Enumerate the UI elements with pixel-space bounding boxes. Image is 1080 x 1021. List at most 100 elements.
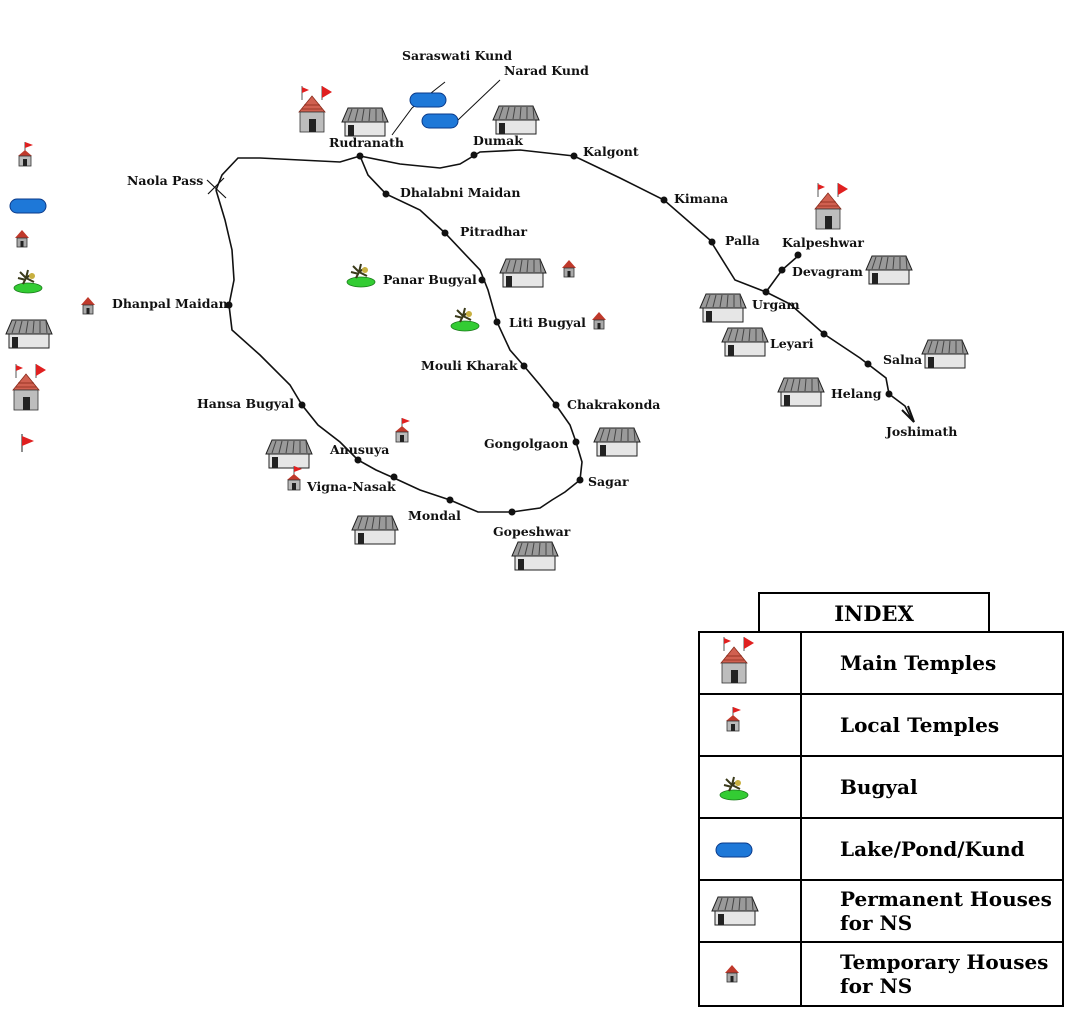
trek-routes bbox=[206, 79, 915, 513]
local-temple-icon bbox=[725, 706, 742, 732]
label-mouli-kharak: Mouli Kharak bbox=[421, 358, 518, 373]
local-temple-icon bbox=[17, 141, 34, 167]
lake-icon bbox=[715, 842, 753, 858]
stop-chakrakonda bbox=[552, 401, 560, 409]
temporary-house-icon bbox=[561, 259, 577, 278]
index-label-main-temples: Main Temples bbox=[840, 651, 997, 675]
stop-mouli-kharak bbox=[520, 362, 528, 370]
bugyal-icon bbox=[450, 307, 480, 332]
bugyal-icon bbox=[13, 269, 43, 294]
stop-kalpeshwar bbox=[794, 251, 802, 259]
stop-rudranath bbox=[356, 152, 364, 160]
temporary-house-icon bbox=[14, 229, 30, 248]
label-salna: Salna bbox=[883, 352, 922, 367]
label-palla: Palla bbox=[725, 233, 760, 248]
flag-icon bbox=[21, 433, 35, 453]
index-row-temporary-houses: Temporary Houses for NS bbox=[700, 943, 1062, 1005]
label-liti-bugyal: Liti Bugyal bbox=[509, 315, 586, 330]
route-arrow-saraswati bbox=[391, 81, 446, 136]
permanent-house-icon bbox=[341, 107, 389, 137]
route-pass-marker bbox=[206, 177, 227, 199]
lake-icon bbox=[421, 113, 459, 129]
label-joshimath: Joshimath bbox=[885, 424, 957, 439]
index-row-main-temples: Main Temples bbox=[700, 633, 1062, 695]
stop-pitradhar bbox=[441, 229, 449, 237]
local-temple-icon bbox=[394, 417, 411, 443]
permanent-house-icon bbox=[5, 319, 53, 349]
index-title: INDEX bbox=[758, 592, 990, 632]
place-labels: Saraswati Kund Narad Kund Rudranath Duma… bbox=[112, 48, 957, 539]
label-hansa-bugyal: Hansa Bugyal bbox=[197, 396, 294, 411]
temporary-house-icon bbox=[591, 311, 607, 330]
label-dumak: Dumak bbox=[473, 133, 523, 148]
stop-dhalabni-maidan bbox=[382, 190, 390, 198]
permanent-house-icon bbox=[721, 327, 769, 357]
label-gopeshwar: Gopeshwar bbox=[493, 524, 571, 539]
index-row-local-temples: Local Temples bbox=[700, 695, 1062, 757]
index-legend: Main Temples Local Temples Bugyal Lake/P… bbox=[698, 631, 1064, 1007]
route-rudranath-naola-pass bbox=[215, 155, 361, 191]
lake-icon bbox=[9, 198, 47, 214]
index-label-permanent-houses: Permanent Houses for NS bbox=[840, 887, 1052, 935]
bugyal-icon bbox=[719, 776, 749, 801]
route-rudranath-kalgont bbox=[359, 149, 767, 293]
label-chakrakonda: Chakrakonda bbox=[567, 397, 660, 412]
permanent-house-icon bbox=[865, 255, 913, 285]
index-label-local-temples: Local Temples bbox=[840, 713, 1000, 737]
lake-icon bbox=[409, 92, 447, 108]
stop-dhanpal-maidan bbox=[225, 301, 233, 309]
label-devagram: Devagram bbox=[792, 264, 863, 279]
label-kalpeshwar: Kalpeshwar bbox=[782, 235, 864, 250]
stop-palla bbox=[708, 238, 716, 246]
stop-dumak bbox=[470, 151, 478, 159]
label-anusuya: Anusuya bbox=[329, 442, 389, 457]
main-temple-icon bbox=[12, 363, 47, 411]
label-vigna-nasak: Vigna-Nasak bbox=[306, 479, 396, 494]
label-mondal: Mondal bbox=[408, 508, 461, 523]
stop-sagar bbox=[576, 476, 584, 484]
index-row-bugyal: Bugyal bbox=[700, 757, 1062, 819]
stop-gopeshwar bbox=[508, 508, 516, 516]
label-rudranath: Rudranath bbox=[329, 135, 404, 150]
label-naola-pass: Naola Pass bbox=[127, 173, 203, 188]
permanent-house-icon bbox=[921, 339, 969, 369]
label-kalgont: Kalgont bbox=[583, 144, 639, 159]
bugyal-icon bbox=[346, 263, 376, 288]
permanent-house-icon bbox=[699, 293, 747, 323]
label-leyari: Leyari bbox=[770, 336, 814, 351]
permanent-house-icon bbox=[777, 377, 825, 407]
route-arrow-joshimath-head bbox=[901, 405, 915, 423]
permanent-house-icon bbox=[265, 439, 313, 469]
stop-devagram bbox=[778, 266, 786, 274]
label-helang: Helang bbox=[831, 386, 882, 401]
route-naola-pass-mondal bbox=[215, 189, 451, 501]
permanent-house-icon bbox=[711, 896, 759, 926]
index-label-bugyal: Bugyal bbox=[840, 775, 918, 799]
label-kimana: Kimana bbox=[674, 191, 728, 206]
stop-kalgont bbox=[570, 152, 578, 160]
route-arrow-narad bbox=[457, 79, 501, 121]
left-edge-symbols bbox=[5, 141, 53, 453]
route-rudranath-gopeshwar bbox=[359, 155, 583, 513]
permanent-house-icon bbox=[593, 427, 641, 457]
stop-vigna-nasak bbox=[390, 473, 398, 481]
label-saraswati-kund: Saraswati Kund bbox=[402, 48, 512, 63]
stop-helang bbox=[885, 390, 893, 398]
index-label-temporary-houses: Temporary Houses for NS bbox=[840, 950, 1049, 998]
route-stops bbox=[225, 151, 893, 516]
main-temple-icon bbox=[298, 85, 333, 133]
stop-salna bbox=[864, 360, 872, 368]
index-label-lake: Lake/Pond/Kund bbox=[840, 837, 1025, 861]
label-sagar: Sagar bbox=[588, 474, 629, 489]
index-row-permanent-houses: Permanent Houses for NS bbox=[700, 881, 1062, 943]
stop-kimana bbox=[660, 196, 668, 204]
permanent-house-icon bbox=[351, 515, 399, 545]
main-temple-icon bbox=[720, 636, 755, 684]
temporary-house-icon bbox=[80, 296, 96, 315]
temporary-house-icon bbox=[724, 964, 740, 983]
label-narad-kund: Narad Kund bbox=[504, 63, 589, 78]
local-temple-icon bbox=[286, 465, 303, 491]
main-temple-icon bbox=[814, 182, 849, 230]
label-panar-bugyal: Panar Bugyal bbox=[383, 272, 477, 287]
